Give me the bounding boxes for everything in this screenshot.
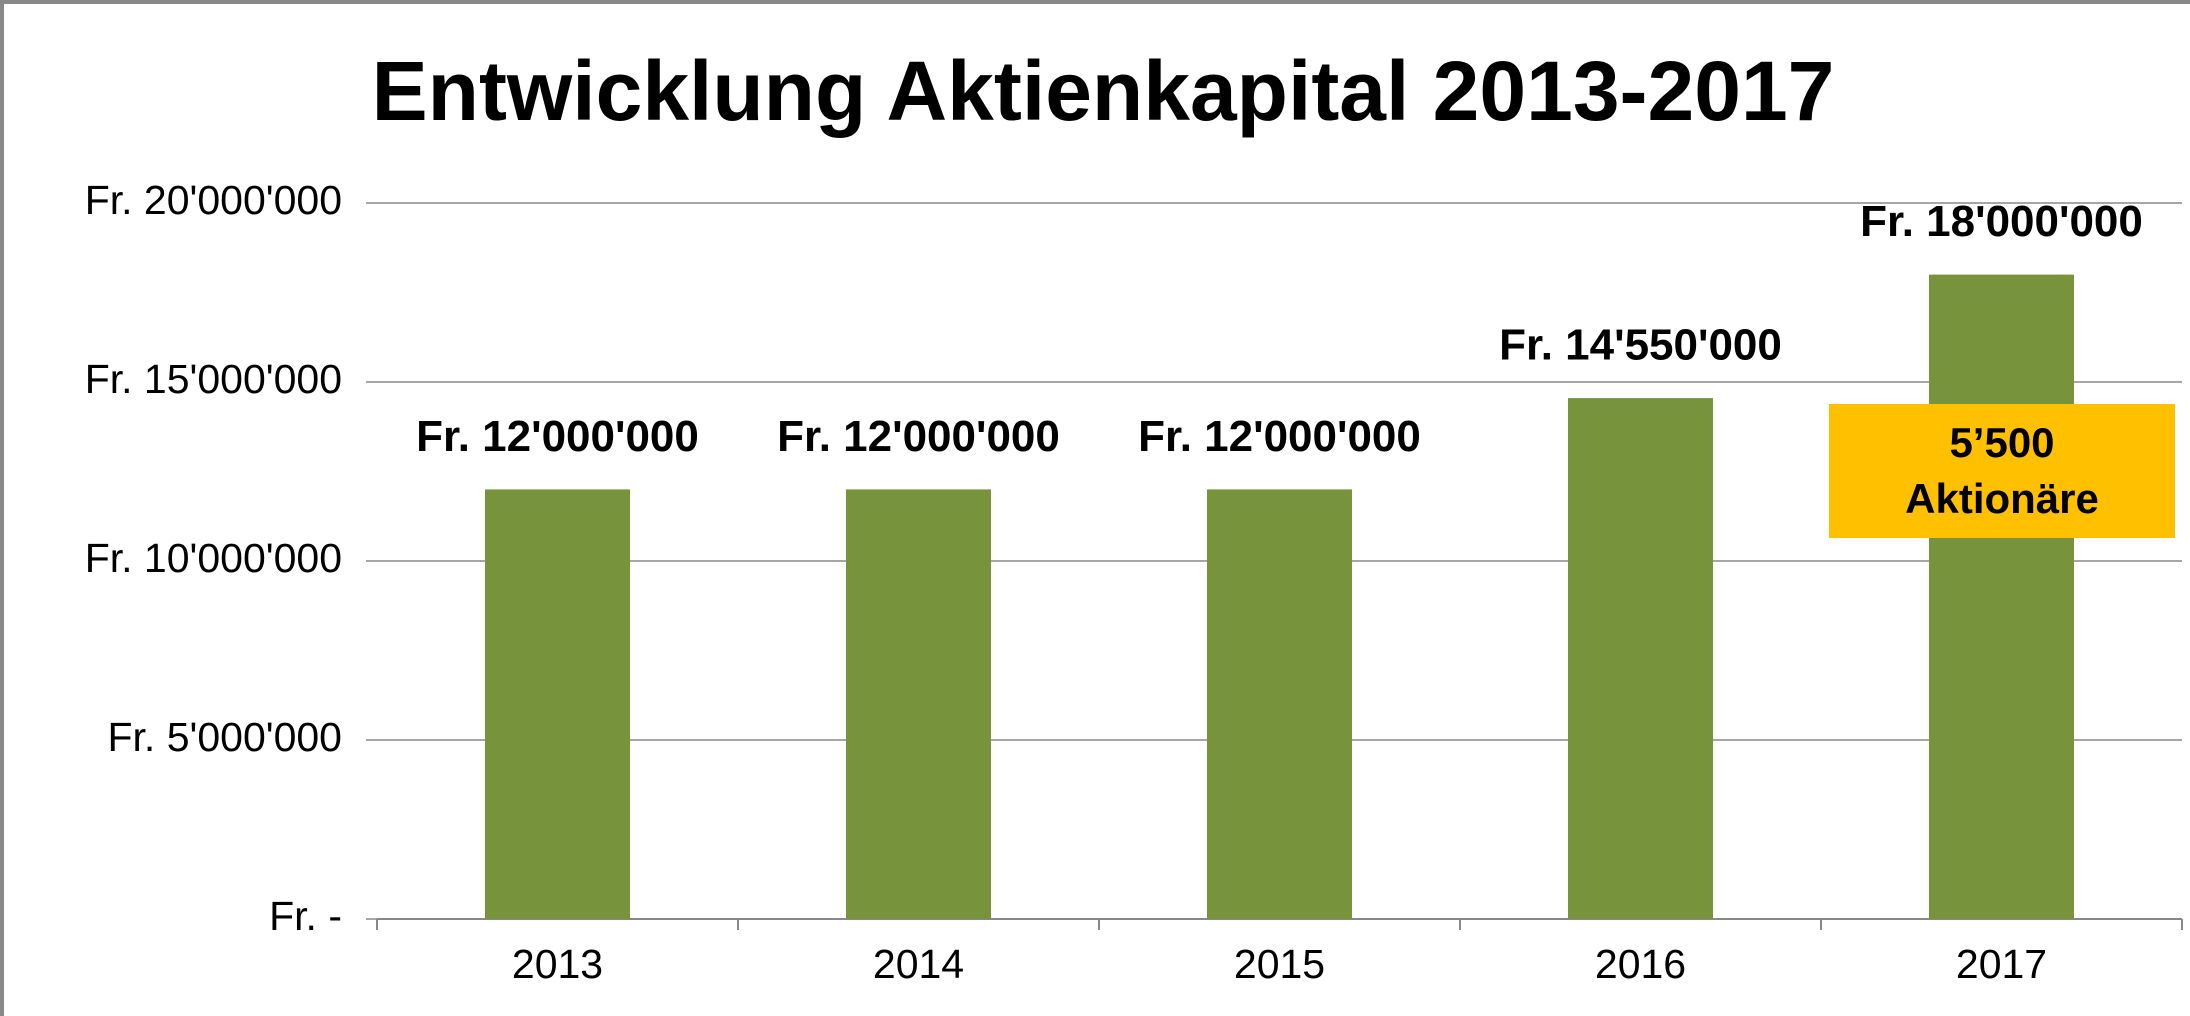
annotation-box <box>1829 404 2175 538</box>
bar <box>485 489 630 919</box>
y-tick-label: Fr. 10'000'000 <box>85 535 342 581</box>
annotation-text: Aktionäre <box>1905 475 2099 522</box>
annotation-text: 5’500 <box>1949 419 2054 466</box>
y-tick-label: Fr. - <box>269 893 342 939</box>
x-tick-label: 2013 <box>512 941 603 987</box>
y-tick-label: Fr. 5'000'000 <box>108 714 343 760</box>
y-tick-label: Fr. 15'000'000 <box>85 356 342 402</box>
value-label: Fr. 14'550'000 <box>1499 321 1782 370</box>
bar <box>1207 489 1352 919</box>
bar <box>1568 398 1713 919</box>
chart-title: Entwicklung Aktienkapital 2013-2017 <box>372 44 1835 138</box>
x-tick-label: 2015 <box>1234 941 1325 987</box>
value-label: Fr. 12'000'000 <box>1138 412 1421 461</box>
x-tick-label: 2016 <box>1595 941 1686 987</box>
value-label: Fr. 12'000'000 <box>777 412 1060 461</box>
value-label: Fr. 18'000'000 <box>1860 197 2143 246</box>
bar <box>1929 274 2074 920</box>
bar <box>846 489 991 919</box>
x-tick-label: 2017 <box>1956 941 2047 987</box>
x-tick-label: 2014 <box>873 941 964 987</box>
value-label: Fr. 12'000'000 <box>416 412 699 461</box>
y-tick-label: Fr. 20'000'000 <box>85 177 342 223</box>
